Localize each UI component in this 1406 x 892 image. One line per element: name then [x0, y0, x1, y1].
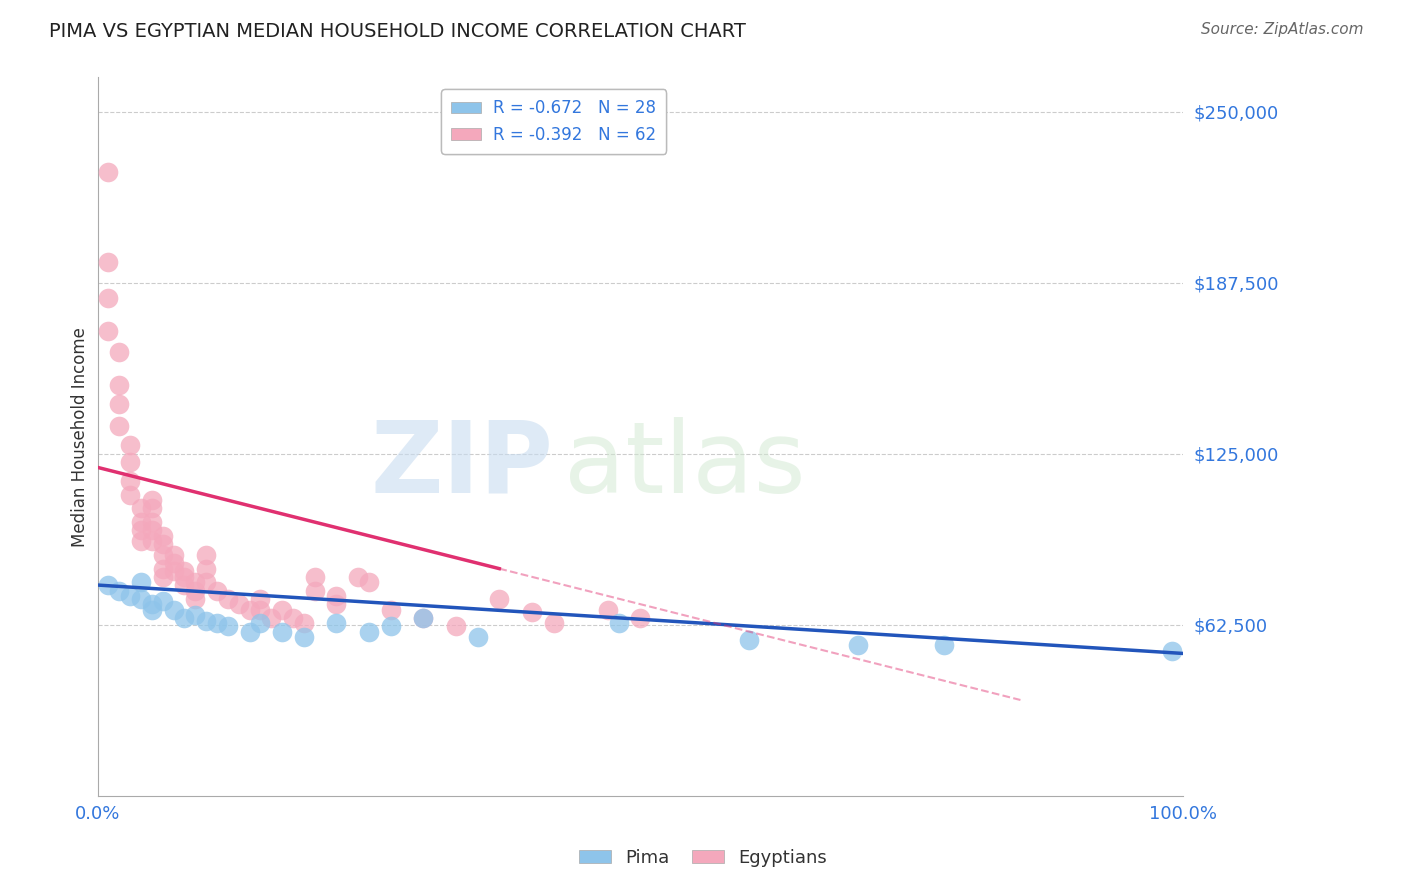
Point: [195, 614, 218, 628]
Point: [152, 537, 174, 551]
Point: [97, 255, 120, 269]
Point: [184, 583, 207, 598]
Point: [304, 570, 326, 584]
Text: Source: ZipAtlas.com: Source: ZipAtlas.com: [1201, 22, 1364, 37]
Point: [152, 594, 174, 608]
Point: [347, 570, 370, 584]
Point: [292, 616, 315, 631]
Point: [1161, 644, 1184, 658]
Point: [357, 575, 380, 590]
Point: [488, 591, 510, 606]
Point: [173, 565, 195, 579]
Point: [228, 597, 250, 611]
Point: [173, 611, 195, 625]
Point: [205, 583, 228, 598]
Point: [141, 534, 163, 549]
Point: [292, 630, 315, 644]
Point: [97, 578, 120, 592]
Point: [108, 345, 131, 359]
Point: [217, 619, 239, 633]
Point: [141, 602, 163, 616]
Point: [412, 611, 434, 625]
Point: [184, 591, 207, 606]
Point: [607, 616, 630, 631]
Point: [120, 474, 142, 488]
Point: [239, 602, 262, 616]
Point: [325, 616, 347, 631]
Point: [271, 602, 294, 616]
Point: [543, 616, 565, 631]
Point: [141, 597, 163, 611]
Point: [195, 561, 218, 575]
Point: [630, 611, 652, 625]
Point: [412, 611, 434, 625]
Point: [152, 548, 174, 562]
Text: PIMA VS EGYPTIAN MEDIAN HOUSEHOLD INCOME CORRELATION CHART: PIMA VS EGYPTIAN MEDIAN HOUSEHOLD INCOME…: [49, 22, 747, 41]
Point: [152, 529, 174, 543]
Point: [934, 638, 956, 652]
Point: [129, 501, 152, 516]
Legend: Pima, Egyptians: Pima, Egyptians: [571, 842, 835, 874]
Point: [325, 589, 347, 603]
Point: [97, 291, 120, 305]
Point: [129, 524, 152, 538]
Point: [249, 616, 271, 631]
Point: [173, 570, 195, 584]
Point: [195, 548, 218, 562]
Point: [281, 611, 304, 625]
Point: [217, 591, 239, 606]
Point: [325, 597, 347, 611]
Point: [152, 561, 174, 575]
Point: [304, 583, 326, 598]
Point: [152, 570, 174, 584]
Point: [162, 556, 184, 570]
Point: [380, 602, 402, 616]
Point: [120, 589, 142, 603]
Point: [357, 624, 380, 639]
Point: [129, 591, 152, 606]
Point: [141, 501, 163, 516]
Point: [97, 165, 120, 179]
Point: [129, 515, 152, 529]
Point: [162, 602, 184, 616]
Point: [108, 419, 131, 434]
Point: [120, 438, 142, 452]
Point: [129, 575, 152, 590]
Point: [249, 591, 271, 606]
Point: [195, 575, 218, 590]
Point: [120, 488, 142, 502]
Point: [141, 524, 163, 538]
Point: [184, 575, 207, 590]
Point: [97, 324, 120, 338]
Point: [108, 583, 131, 598]
Point: [520, 606, 543, 620]
Point: [108, 378, 131, 392]
Point: [271, 624, 294, 639]
Point: [205, 616, 228, 631]
Point: [141, 493, 163, 508]
Point: [173, 578, 195, 592]
Point: [108, 397, 131, 411]
Point: [596, 602, 619, 616]
Point: [467, 630, 489, 644]
Text: ZIP: ZIP: [371, 417, 554, 514]
Point: [184, 608, 207, 623]
Y-axis label: Median Household Income: Median Household Income: [72, 326, 89, 547]
Point: [120, 455, 142, 469]
Point: [141, 515, 163, 529]
Point: [249, 602, 271, 616]
Point: [738, 632, 761, 647]
Point: [846, 638, 869, 652]
Point: [129, 534, 152, 549]
Point: [162, 548, 184, 562]
Point: [260, 611, 283, 625]
Text: atlas: atlas: [564, 417, 806, 514]
Point: [444, 619, 467, 633]
Point: [239, 624, 262, 639]
Point: [380, 619, 402, 633]
Point: [162, 565, 184, 579]
Legend: R = -0.672   N = 28, R = -0.392   N = 62: R = -0.672 N = 28, R = -0.392 N = 62: [441, 89, 666, 153]
